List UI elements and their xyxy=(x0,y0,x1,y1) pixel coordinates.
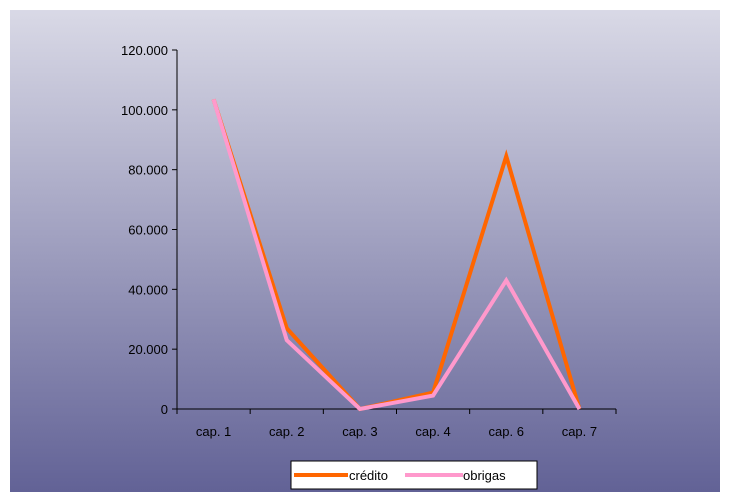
y-tick-label: 120.000 xyxy=(121,43,168,58)
chart-background xyxy=(10,10,720,492)
legend: crédito obrigas xyxy=(291,461,537,489)
x-tick-label: cap. 6 xyxy=(489,424,524,439)
y-tick-label: 60.000 xyxy=(128,223,168,238)
x-tick-label: cap. 7 xyxy=(562,424,597,439)
y-tick-label: 80.000 xyxy=(128,163,168,178)
x-tick-label: cap. 4 xyxy=(415,424,450,439)
legend-label-1: crédito xyxy=(349,468,388,483)
x-tick-label: cap. 1 xyxy=(196,424,231,439)
y-tick-label: 0 xyxy=(161,402,168,417)
x-tick-label: cap. 3 xyxy=(342,424,377,439)
x-tick-label: cap. 2 xyxy=(269,424,304,439)
y-tick-label: 100.000 xyxy=(121,103,168,118)
legend-label-2: obrigas xyxy=(463,468,506,483)
y-tick-label: 40.000 xyxy=(128,282,168,297)
y-tick-label: 20.000 xyxy=(128,342,168,357)
